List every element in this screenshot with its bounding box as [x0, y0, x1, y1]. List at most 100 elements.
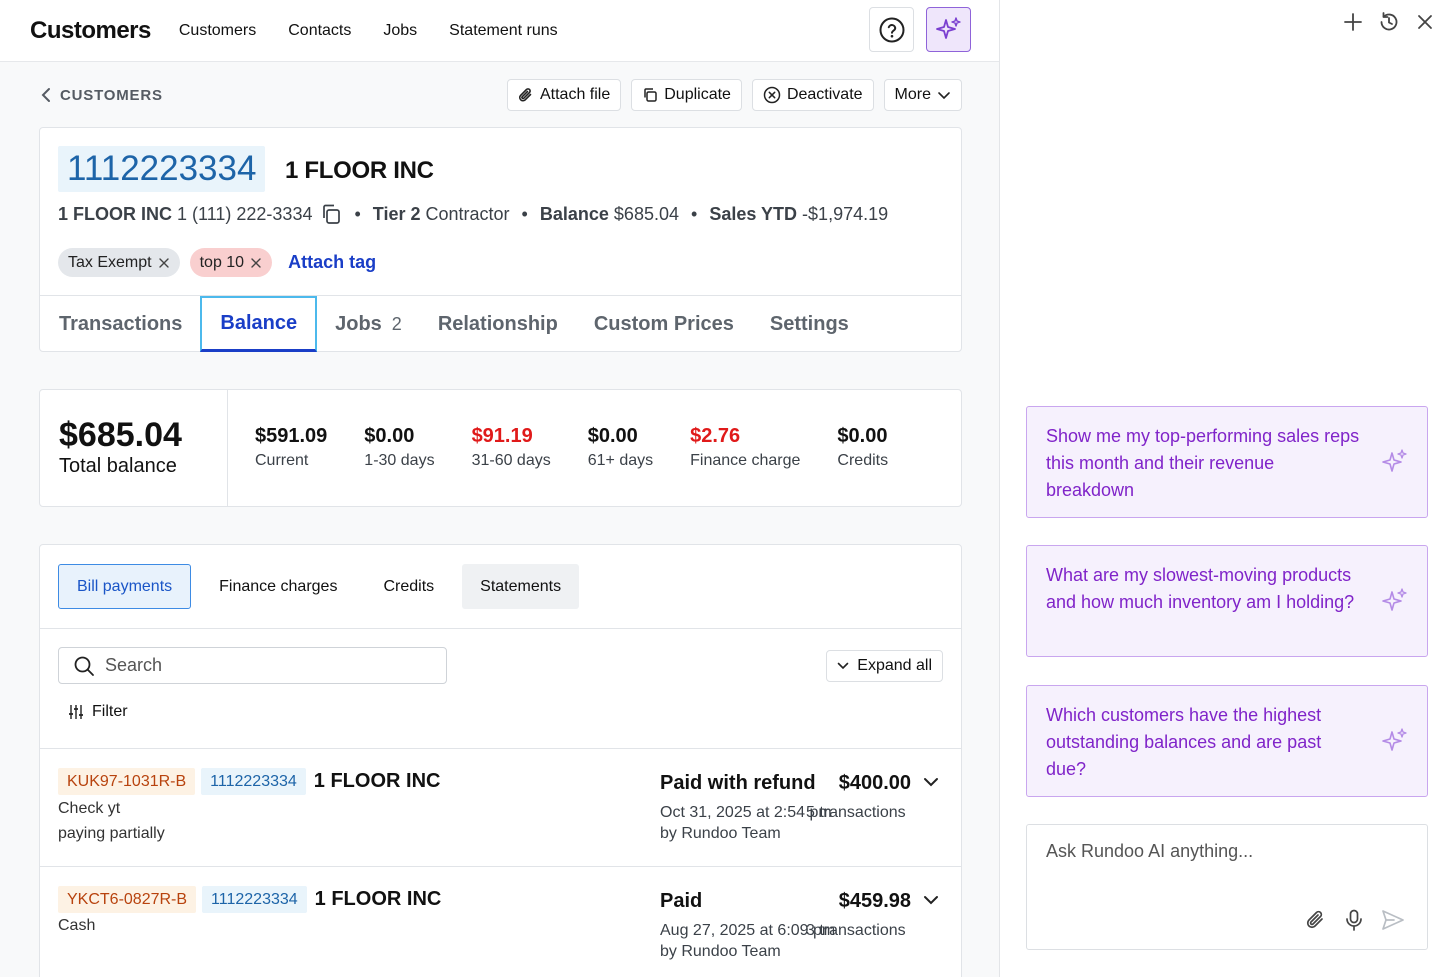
subtab-finance-charges[interactable]: Finance charges	[201, 564, 355, 609]
duplicate-label: Duplicate	[664, 86, 731, 104]
attach-tag-link[interactable]: Attach tag	[288, 252, 376, 273]
ask-input[interactable]	[1046, 841, 1406, 881]
paperclip-icon[interactable]	[1305, 909, 1327, 931]
tab-jobs[interactable]: Jobs 2	[317, 296, 420, 352]
search-input[interactable]	[105, 655, 405, 676]
tab-custom-prices[interactable]: Custom Prices	[576, 296, 752, 352]
circle-x-icon	[763, 86, 781, 104]
send-icon[interactable]	[1381, 909, 1405, 931]
sparkle-icon	[1381, 727, 1409, 755]
tab-relationship[interactable]: Relationship	[420, 296, 576, 352]
chevron-down-icon[interactable]	[923, 894, 939, 906]
microphone-icon[interactable]	[1345, 909, 1363, 931]
duplicate-button[interactable]: Duplicate	[631, 79, 742, 111]
suggestion-card[interactable]: Which customers have the highest outstan…	[1026, 685, 1428, 797]
tab-settings[interactable]: Settings	[752, 296, 867, 352]
tier-label: Tier 2	[373, 204, 421, 225]
expand-all-button[interactable]: Expand all	[826, 650, 943, 682]
row-status: Paid with refund	[660, 772, 816, 795]
row-amount: $400.00	[839, 772, 911, 795]
suggestion-card[interactable]: What are my slowest-moving products and …	[1026, 545, 1428, 657]
tag-label: Tax Exempt	[68, 254, 152, 272]
bucket-current: $591.09 Current	[255, 425, 327, 506]
tag-tax-exempt: Tax Exempt	[58, 248, 180, 277]
tab-transactions[interactable]: Transactions	[59, 296, 200, 352]
row-amount: $459.98	[839, 890, 911, 913]
new-chat-button[interactable]	[1342, 10, 1364, 34]
assistant-panel: Show me my top-performing sales reps thi…	[1000, 0, 1456, 977]
row-customer-name: 1 FLOOR INC	[315, 888, 442, 911]
customer-id: 1112223334	[58, 146, 265, 192]
row-transactions: 5 transactions	[806, 804, 906, 822]
more-button[interactable]: More	[884, 79, 962, 111]
close-icon[interactable]	[250, 257, 262, 269]
customer-card: 1112223334 1 FLOOR INC 1 FLOOR INC 1 (11…	[39, 127, 962, 352]
bucket-value: $2.76	[690, 425, 800, 448]
more-label: More	[895, 86, 931, 104]
close-panel-button[interactable]	[1414, 10, 1436, 34]
suggestion-card[interactable]: Show me my top-performing sales reps thi…	[1026, 406, 1428, 518]
attach-file-label: Attach file	[540, 86, 610, 104]
tab-balance[interactable]: Balance	[200, 296, 317, 352]
attach-file-button[interactable]: Attach file	[507, 79, 621, 111]
sparkle-icon	[1381, 587, 1409, 615]
bucket-label: 61+ days	[588, 452, 653, 470]
ai-assistant-button[interactable]	[926, 7, 971, 52]
ask-box	[1026, 824, 1428, 950]
row-customer-id: 1112223334	[202, 886, 307, 913]
nav-contacts[interactable]: Contacts	[288, 22, 351, 40]
tab-jobs-label: Jobs	[335, 313, 382, 336]
bucket-credits: $0.00 Credits	[837, 425, 888, 506]
close-icon	[1417, 14, 1433, 30]
nav-jobs[interactable]: Jobs	[383, 22, 417, 40]
nav-customers[interactable]: Customers	[179, 22, 256, 40]
total-balance-label: Total balance	[59, 455, 227, 478]
help-button[interactable]	[869, 7, 914, 52]
copy-icon[interactable]	[320, 203, 342, 225]
search-box	[58, 647, 447, 684]
breadcrumb[interactable]: CUSTOMERS	[40, 87, 163, 104]
deactivate-button[interactable]: Deactivate	[752, 79, 874, 111]
divider	[40, 628, 961, 629]
bucket-31-60: $91.19 31-60 days	[472, 425, 551, 506]
nav-statement-runs[interactable]: Statement runs	[449, 22, 558, 40]
sales-ytd-value: -$1,974.19	[802, 204, 888, 225]
row-customer-name: 1 FLOOR INC	[314, 770, 441, 793]
chevron-down-icon[interactable]	[923, 776, 939, 788]
bucket-label: Finance charge	[690, 452, 800, 470]
chevron-down-icon	[837, 662, 849, 670]
balance-value: $685.04	[614, 204, 679, 225]
row-description: Cash	[58, 917, 95, 935]
customer-name: 1 FLOOR INC	[285, 157, 434, 185]
bucket-61-plus: $0.00 61+ days	[588, 425, 653, 506]
history-button[interactable]	[1378, 10, 1400, 34]
suggestion-text: Show me my top-performing sales reps thi…	[1046, 423, 1366, 504]
expand-all-label: Expand all	[857, 657, 932, 675]
chevron-down-icon	[937, 90, 951, 100]
table-row[interactable]: KUK97-1031R-B 1112223334 1 FLOOR INC Che…	[40, 748, 961, 866]
filter-button[interactable]: Filter	[68, 703, 128, 721]
tag-label: top 10	[200, 254, 244, 272]
main-panel: Customers Customers Contacts Jobs Statem…	[0, 0, 1000, 977]
subtab-credits[interactable]: Credits	[365, 564, 452, 609]
sparkle-icon	[935, 16, 963, 44]
bucket-label: 1-30 days	[364, 452, 434, 470]
app-title: Customers	[30, 17, 151, 45]
row-status: Paid	[660, 890, 702, 913]
sales-ytd-label: Sales YTD	[709, 204, 797, 225]
tier-type: Contractor	[426, 204, 510, 225]
subtab-statements[interactable]: Statements	[462, 564, 579, 609]
row-author: by Rundoo Team	[660, 825, 781, 843]
total-balance-value: $685.04	[59, 416, 227, 455]
help-icon	[879, 17, 905, 43]
balance-label: Balance	[540, 204, 609, 225]
close-icon[interactable]	[158, 257, 170, 269]
subtab-bill-payments[interactable]: Bill payments	[58, 564, 191, 609]
table-row[interactable]: YKCT6-0827R-B 1112223334 1 FLOOR INC Cas…	[40, 866, 961, 977]
sparkle-icon	[1381, 448, 1409, 476]
copy-icon	[642, 87, 658, 103]
bucket-value: $0.00	[588, 425, 653, 448]
row-note: paying partially	[58, 825, 165, 843]
suggestion-text: What are my slowest-moving products and …	[1046, 562, 1366, 616]
meta-name: 1 FLOOR INC	[58, 204, 172, 225]
